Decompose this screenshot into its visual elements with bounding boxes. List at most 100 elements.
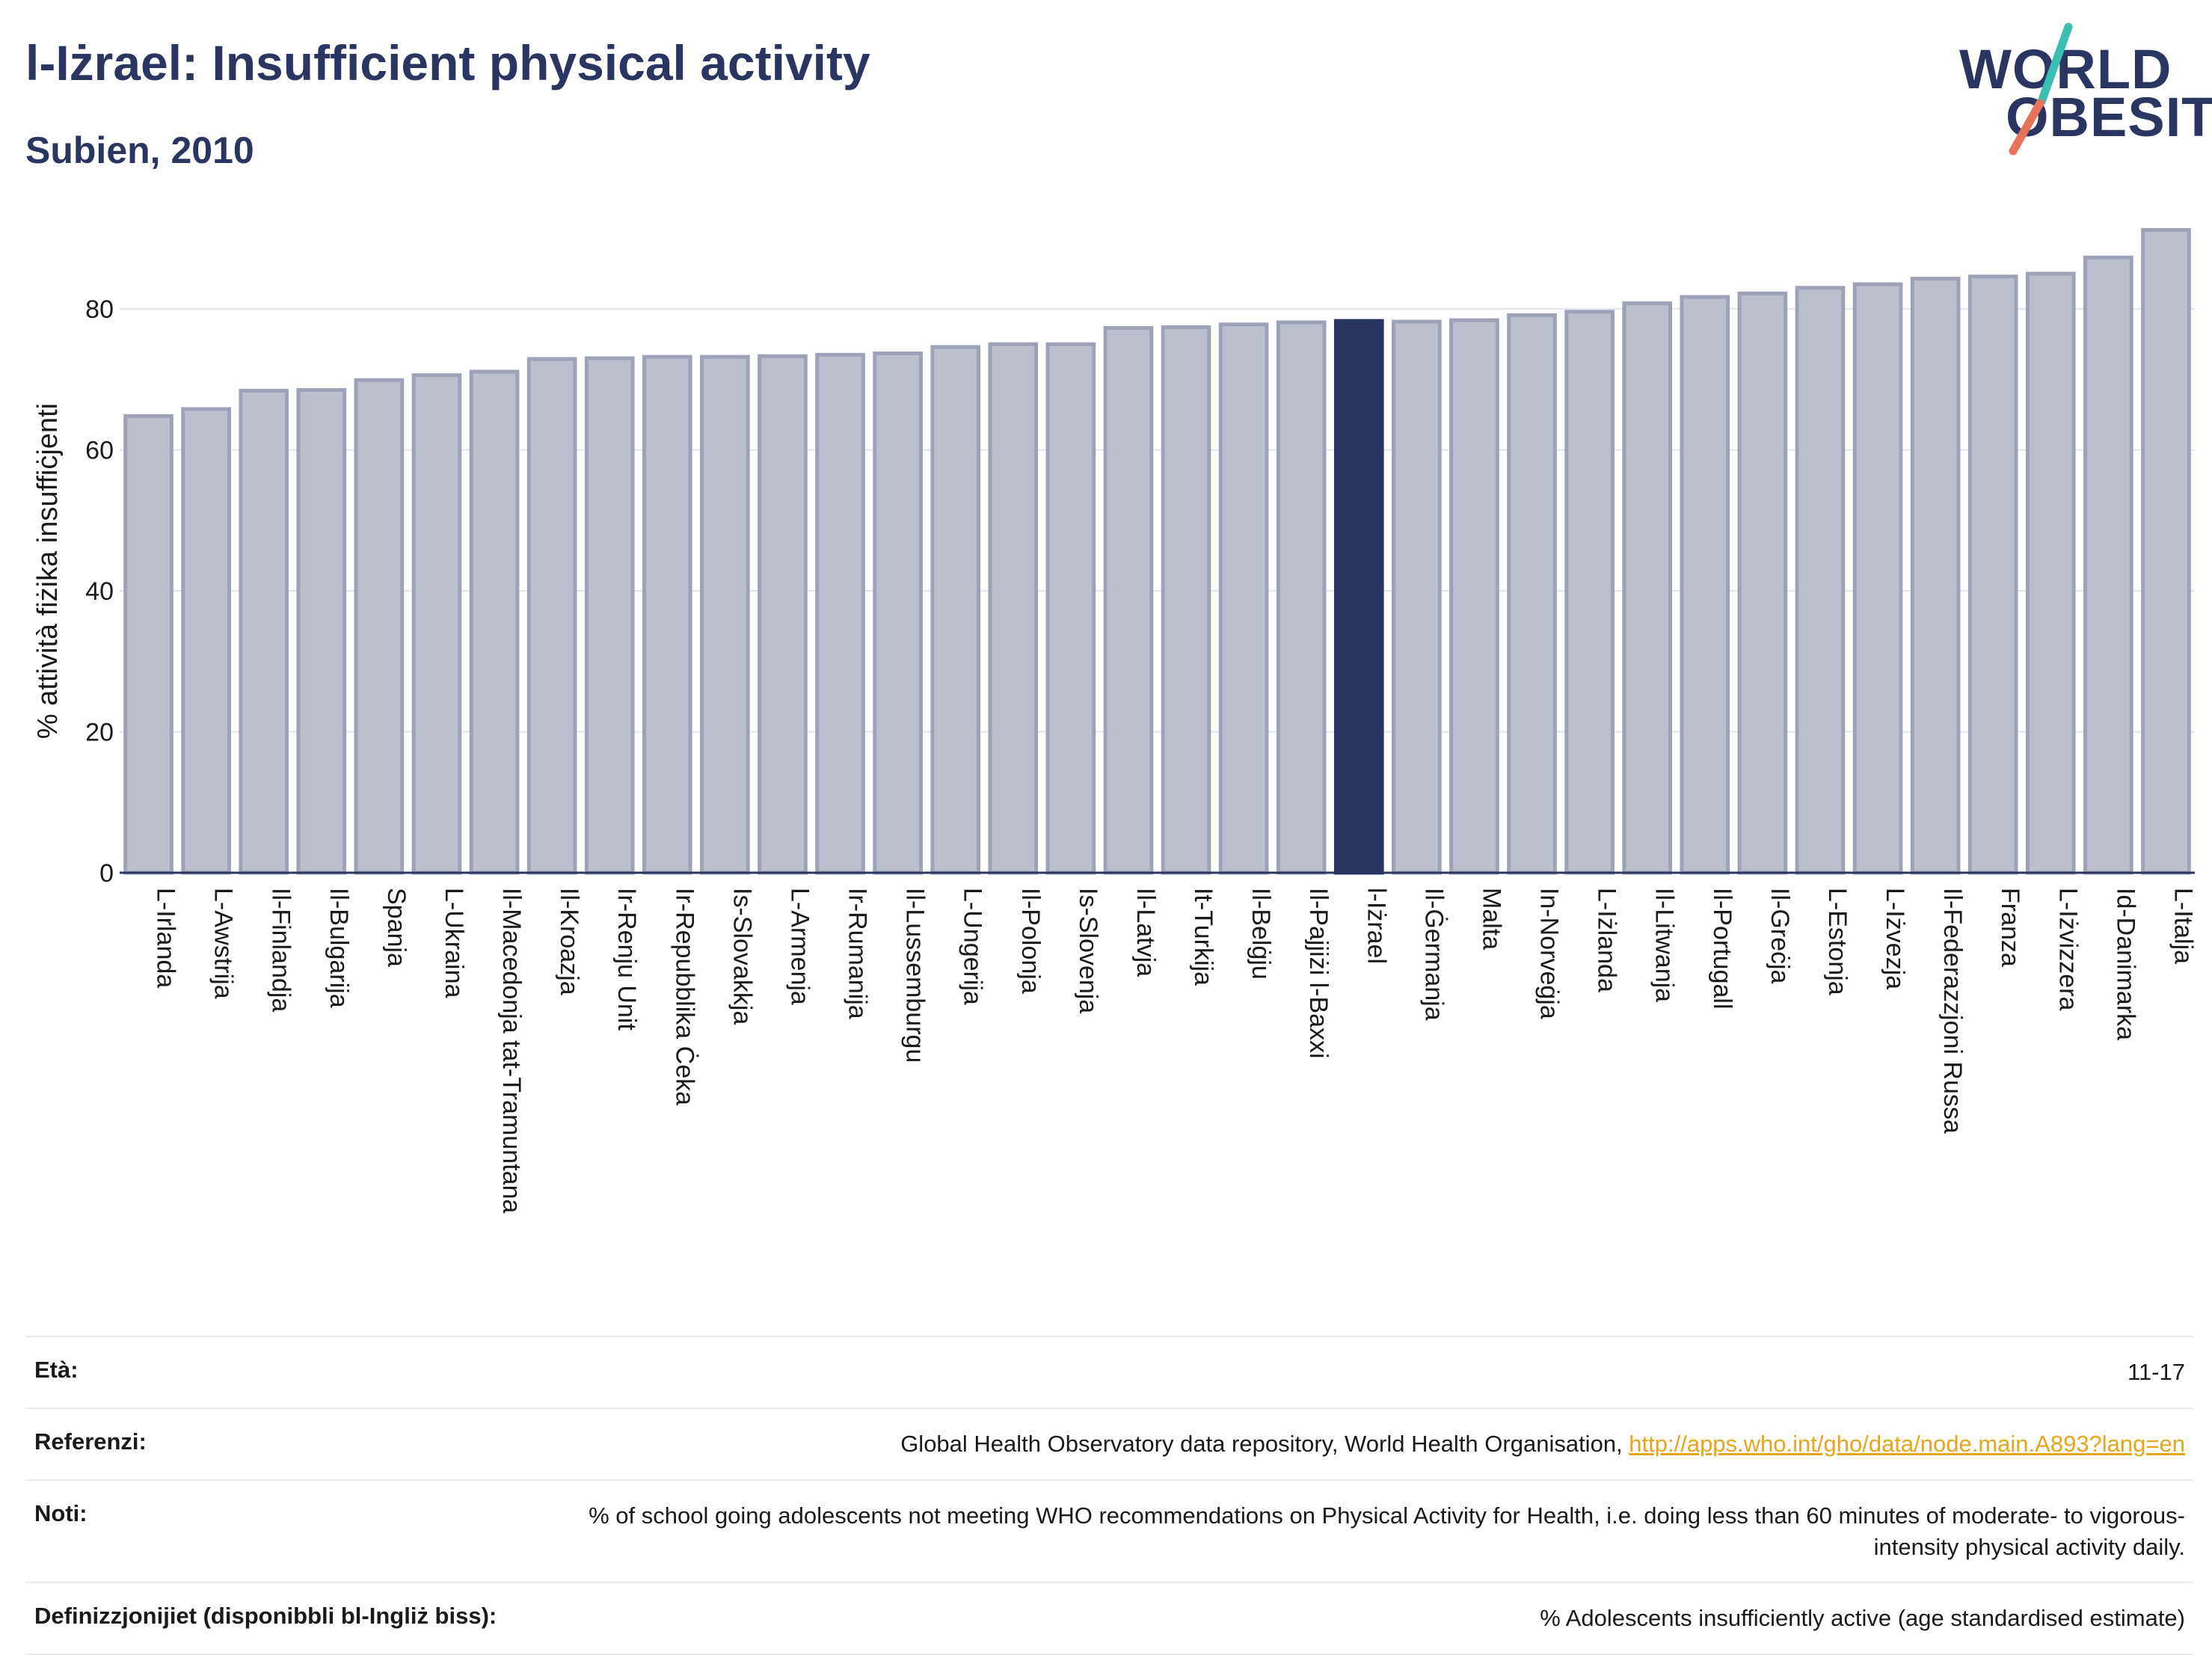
x-tick-label: L-Ukraina — [440, 888, 468, 998]
bar — [354, 378, 405, 875]
info-label-references: Referenzi: — [34, 1428, 147, 1455]
bar — [1622, 301, 1673, 875]
bar — [584, 356, 635, 875]
bar — [1680, 295, 1730, 875]
x-tick-label: Il-Polonja — [1016, 888, 1045, 994]
x-tick-label: Il-Portugall — [1708, 888, 1736, 1010]
x-tick-label: Id-Danimarka — [2111, 888, 2139, 1040]
x-tick-label: Ir-Renju Unit — [612, 888, 641, 1031]
info-value-references: Global Health Observatory data repositor… — [900, 1428, 2185, 1460]
x-tick-label: Il-Belġju — [1247, 888, 1275, 980]
bar — [1045, 342, 1096, 875]
bar — [758, 354, 808, 875]
y-tick-label: 0 — [99, 859, 114, 888]
x-tick-label: Is-Slovenja — [1074, 888, 1102, 1013]
bar — [1910, 277, 1961, 875]
x-tick-label: L-Armenja — [785, 888, 814, 1005]
x-tick-label: L-Estonja — [1823, 888, 1852, 995]
x-tick-label: In-Norveġja — [1535, 888, 1564, 1019]
info-value-notes: % of school going adolescents not meetin… — [589, 1502, 2185, 1560]
info-row-age: Età: 11-17 — [25, 1336, 2194, 1407]
info-value-age: 11-17 — [2127, 1359, 2185, 1385]
bar — [2025, 271, 2076, 875]
chart-subtitle: Subien, 2010 — [25, 129, 254, 171]
bar — [469, 369, 520, 875]
x-tick-label: L-Iżlanda — [1593, 888, 1621, 992]
bar — [1103, 326, 1154, 875]
x-tick-label: L-Italja — [2169, 888, 2197, 964]
y-axis-title: % attività fiżika insuffiċjenti — [32, 403, 64, 739]
x-tick-label: Il-Litwanja — [1650, 888, 1679, 1002]
info-label-notes: Noti: — [34, 1499, 87, 1526]
x-tick-label: Il-Macedonja tat-Tramuntana — [497, 888, 526, 1213]
bar — [2083, 255, 2133, 875]
bar — [526, 357, 577, 875]
bar — [1737, 291, 1788, 875]
x-tick-label: Is-Slovakkja — [728, 888, 756, 1025]
x-tick-label: Il-Greċja — [1766, 888, 1794, 984]
world-obesity-logo: WORLD OBESITY — [1944, 19, 2212, 162]
x-tick-label: Il-Bulgarija — [325, 888, 353, 1008]
x-tick-label: Il-Pajjiżi l-Baxxi — [1304, 888, 1333, 1059]
y-axis-ticks: 0 20 40 60 80 — [85, 295, 114, 888]
bar — [815, 352, 865, 875]
info-table: Età: 11-17 Referenzi: Global Health Obse… — [25, 1336, 2194, 1655]
bars — [123, 228, 2191, 875]
x-tick-label: Ir-Repubblika Ċeka — [670, 888, 698, 1105]
y-tick-label: 20 — [85, 719, 114, 747]
x-axis-labels: L-Irlanda L-Awstrija Il-Finlandja Il-Bulgar… — [152, 888, 2198, 1213]
bar — [700, 354, 750, 875]
y-tick-label: 80 — [85, 295, 114, 324]
x-tick-label: L-Ungerija — [959, 888, 987, 1005]
bar — [1161, 325, 1211, 875]
x-tick-label: Il-Kroazja — [555, 888, 583, 995]
bar — [1852, 282, 1903, 875]
bar — [296, 387, 347, 875]
x-tick-label: Spanja — [382, 888, 411, 967]
info-row-notes: Noti: % of school going adolescents not … — [25, 1479, 2194, 1582]
y-tick-label: 40 — [85, 577, 114, 606]
bar — [642, 354, 692, 875]
x-tick-label: L-Awstrija — [209, 888, 238, 999]
reference-text: Global Health Observatory data repositor… — [900, 1430, 1629, 1457]
y-tick-label: 60 — [85, 437, 114, 465]
bar-chart: 0 20 40 60 80 L-Irlanda L-Awstrija Il-Finlandj… — [32, 228, 2198, 1213]
reference-link[interactable]: http://apps.who.int/gho/data/node.main.A… — [1629, 1430, 2185, 1457]
bar — [1795, 286, 1846, 875]
bar — [1967, 274, 2018, 875]
bar — [1564, 310, 1615, 875]
bar — [411, 373, 462, 875]
x-tick-label: l-Iżrael — [1362, 888, 1390, 964]
x-tick-label: L-Iżvezja — [1881, 888, 1909, 989]
bar — [1276, 320, 1327, 875]
bar — [181, 407, 231, 875]
bar — [988, 342, 1039, 875]
bar — [1449, 318, 1499, 875]
bar — [123, 414, 173, 875]
grid-lines — [120, 308, 2195, 733]
x-tick-label: Il-Latvja — [1131, 888, 1160, 977]
bar — [239, 388, 289, 875]
info-label-age: Età: — [34, 1357, 79, 1383]
x-tick-label: L-Irlanda — [152, 888, 180, 988]
bar — [1507, 313, 1557, 875]
logo-word-world: WORLD — [1959, 38, 2172, 100]
x-tick-label: Malta — [1477, 888, 1505, 950]
x-tick-label: Il-Lussemburgu — [901, 888, 930, 1063]
bar — [873, 351, 923, 875]
info-label-definitions: Definizzjonijiet (disponibbli bl-Ingliż … — [34, 1603, 497, 1630]
info-value-definitions: % Adolescents insufficiently active (age… — [1540, 1605, 2185, 1632]
bar — [2141, 228, 2191, 875]
x-tick-label: Ir-Rumanija — [844, 888, 872, 1019]
x-tick-label: L-Iżvizzera — [2053, 888, 2082, 1010]
bar — [1392, 319, 1442, 875]
x-tick-label: Il-Finlandja — [267, 888, 295, 1012]
x-tick-label: Il-Ġermanja — [1419, 888, 1448, 1021]
logo-slash-icon — [2009, 22, 2073, 156]
info-row-definitions: Definizzjonijiet (disponibbli bl-Ingliż … — [25, 1582, 2194, 1655]
chart-title: l-Iżrael: Insufficient physical activity — [25, 35, 870, 90]
bar — [1218, 322, 1269, 875]
bar — [930, 345, 981, 875]
x-tick-label: It-Turkija — [1189, 888, 1217, 986]
info-row-references: Referenzi: Global Health Observatory dat… — [25, 1407, 2194, 1479]
